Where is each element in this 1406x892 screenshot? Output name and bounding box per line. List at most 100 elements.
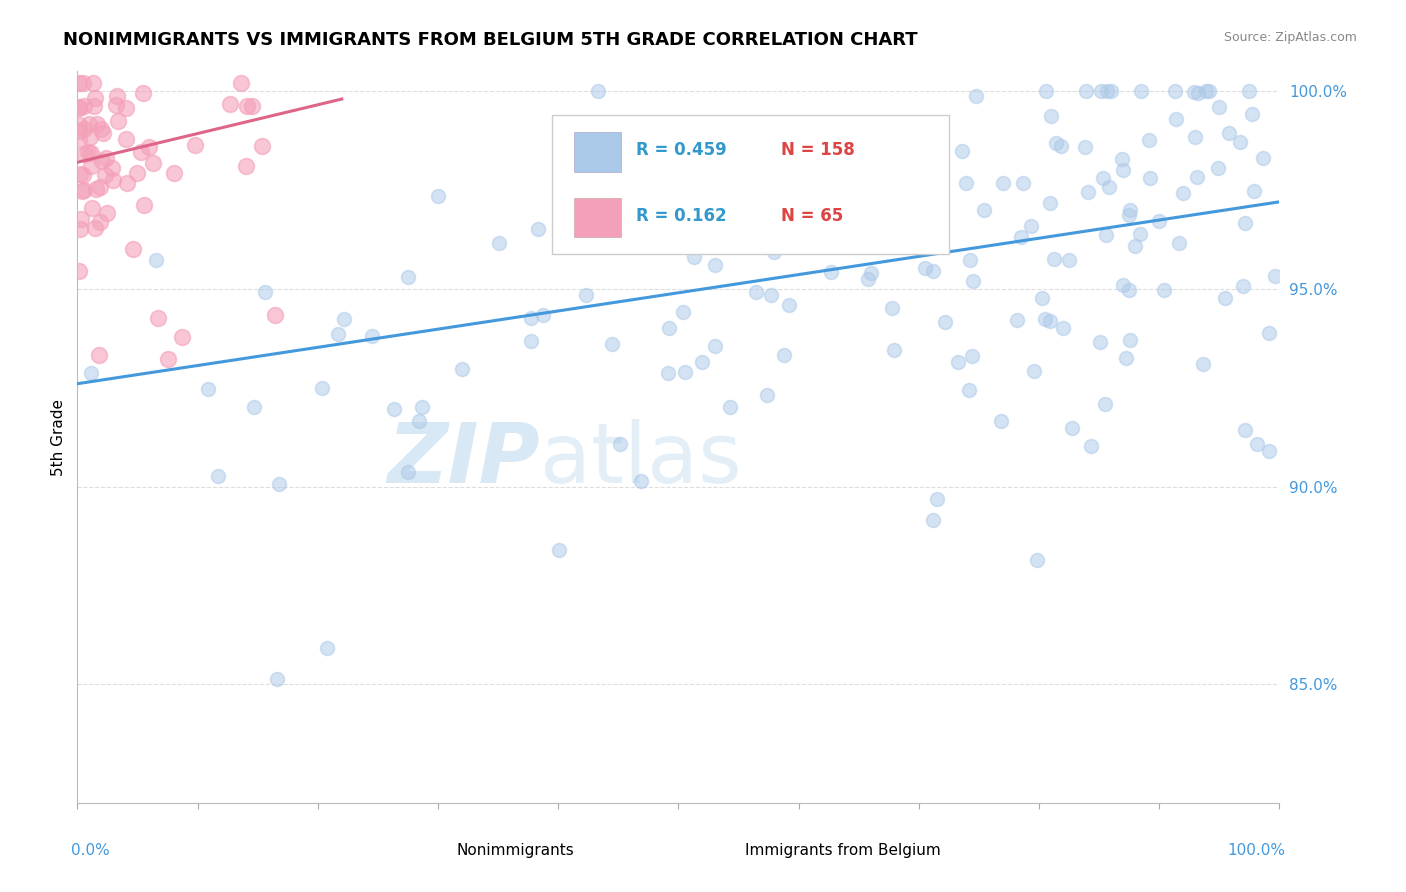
- Point: [235, 160, 257, 174]
- Point: [973, 202, 995, 217]
- Point: [704, 235, 727, 249]
- Point: [690, 355, 713, 369]
- Point: [914, 260, 936, 275]
- Point: [1052, 321, 1074, 335]
- Text: ZIP: ZIP: [388, 418, 540, 500]
- Point: [1012, 176, 1035, 190]
- Point: [396, 465, 419, 479]
- Point: [1237, 84, 1260, 98]
- Point: [235, 99, 257, 113]
- FancyBboxPatch shape: [574, 198, 620, 237]
- Point: [531, 308, 554, 322]
- Point: [231, 76, 253, 90]
- Point: [67, 100, 90, 114]
- Text: Nonimmigrants: Nonimmigrants: [456, 843, 574, 858]
- Point: [115, 102, 138, 116]
- Point: [1184, 130, 1206, 145]
- Text: R = 0.459: R = 0.459: [637, 141, 727, 160]
- Point: [142, 155, 165, 169]
- Point: [115, 176, 138, 190]
- Point: [382, 401, 405, 416]
- Point: [132, 86, 155, 100]
- Point: [763, 244, 786, 259]
- Point: [1257, 326, 1279, 340]
- Point: [122, 242, 145, 256]
- Point: [89, 180, 111, 194]
- Point: [1246, 437, 1268, 451]
- Point: [695, 209, 717, 223]
- Point: [90, 121, 112, 136]
- Text: N = 65: N = 65: [780, 207, 842, 225]
- Point: [145, 253, 167, 268]
- Point: [1035, 84, 1057, 98]
- Point: [962, 274, 984, 288]
- Point: [1118, 283, 1140, 297]
- Point: [1098, 180, 1121, 194]
- Point: [69, 222, 91, 236]
- Point: [156, 352, 179, 367]
- Point: [89, 215, 111, 229]
- Point: [1218, 126, 1240, 140]
- Point: [184, 138, 207, 153]
- Point: [609, 437, 631, 451]
- Point: [1094, 227, 1116, 242]
- Point: [630, 474, 652, 488]
- Point: [520, 334, 543, 348]
- Point: [1112, 163, 1135, 178]
- Point: [761, 288, 783, 302]
- Point: [1182, 85, 1205, 99]
- Point: [641, 161, 664, 175]
- Point: [1118, 203, 1140, 218]
- Point: [1147, 214, 1170, 228]
- Point: [1019, 219, 1042, 233]
- Point: [1031, 291, 1053, 305]
- Point: [1243, 184, 1265, 198]
- Point: [67, 264, 90, 278]
- Point: [1185, 170, 1208, 185]
- Point: [1090, 84, 1112, 98]
- Point: [586, 84, 609, 98]
- Text: R = 0.162: R = 0.162: [637, 207, 727, 225]
- Point: [86, 117, 108, 131]
- Point: [1229, 135, 1251, 149]
- Point: [756, 388, 779, 402]
- Point: [602, 336, 624, 351]
- Point: [1045, 136, 1067, 150]
- Point: [73, 122, 96, 136]
- Point: [1171, 186, 1194, 201]
- Point: [1099, 84, 1122, 98]
- Y-axis label: 5th Grade: 5th Grade: [51, 399, 66, 475]
- Point: [1233, 423, 1256, 437]
- Point: [965, 89, 987, 103]
- Point: [904, 205, 927, 219]
- Point: [94, 152, 117, 166]
- Point: [79, 129, 101, 144]
- Point: [132, 198, 155, 212]
- Point: [67, 118, 90, 132]
- Point: [1073, 140, 1095, 154]
- Point: [315, 640, 337, 655]
- Point: [70, 211, 93, 226]
- Point: [82, 76, 104, 90]
- Point: [266, 672, 288, 686]
- FancyBboxPatch shape: [700, 834, 741, 866]
- Point: [1115, 351, 1137, 365]
- Point: [80, 146, 103, 161]
- Point: [657, 366, 679, 380]
- Point: [799, 187, 821, 202]
- Point: [1153, 283, 1175, 297]
- Point: [1033, 312, 1056, 326]
- Point: [925, 491, 948, 506]
- Point: [1191, 357, 1213, 371]
- Point: [1206, 161, 1229, 175]
- Point: [955, 176, 977, 190]
- Point: [1022, 364, 1045, 378]
- Point: [1129, 84, 1152, 98]
- Point: [683, 250, 706, 264]
- Point: [1167, 236, 1189, 251]
- Text: 0.0%: 0.0%: [72, 843, 110, 858]
- Point: [1187, 86, 1209, 100]
- Point: [84, 91, 107, 105]
- Point: [107, 114, 129, 128]
- Point: [77, 117, 100, 131]
